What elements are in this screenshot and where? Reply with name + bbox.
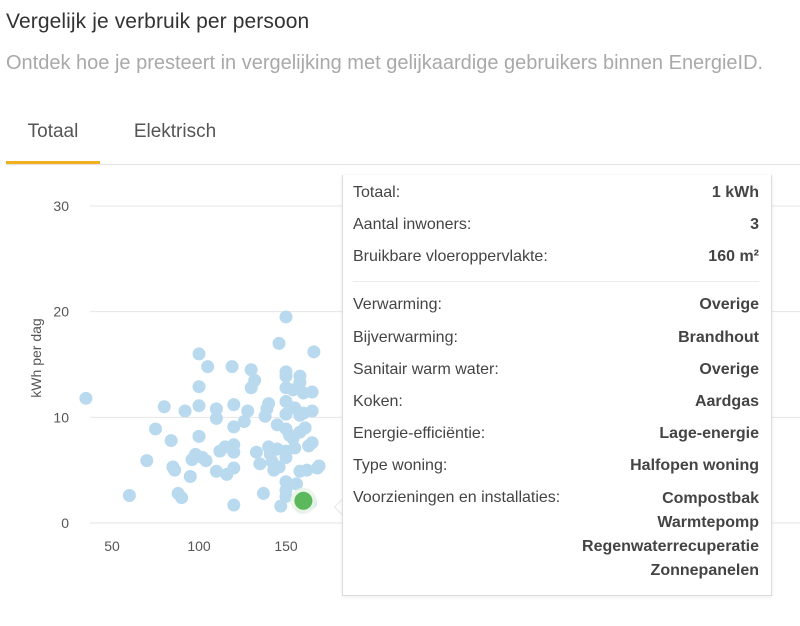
tooltip-label: Verwarming: <box>353 296 442 313</box>
peer-point[interactable] <box>209 402 223 416</box>
tooltip-value: 1 kWh <box>711 184 759 201</box>
peer-point[interactable] <box>227 445 241 459</box>
peer-point[interactable] <box>274 499 288 513</box>
data-points <box>79 307 745 514</box>
peer-point[interactable] <box>178 404 192 418</box>
x-tick-label: 50 <box>104 538 120 554</box>
peer-point[interactable] <box>298 421 312 435</box>
tooltip-label: Aantal inwoners: <box>353 216 472 233</box>
peer-point[interactable] <box>241 404 255 418</box>
tooltip-label: Voorzieningen en installaties: <box>353 489 561 506</box>
peer-point[interactable] <box>149 422 162 436</box>
data-point-tooltip: Totaal: 1 kWh Aantal inwoners: 3 Bruikba… <box>342 175 772 596</box>
tooltip-label: Type woning: <box>353 457 448 474</box>
tab-bar: Totaal Elektrisch <box>6 100 800 165</box>
tooltip-label: Totaal: <box>353 184 401 201</box>
peer-point[interactable] <box>262 397 276 411</box>
tab-elektrisch[interactable]: Elektrisch <box>133 121 217 142</box>
peer-point[interactable] <box>305 436 319 450</box>
peer-point[interactable] <box>199 454 213 468</box>
tooltip-value: Brandhout <box>678 329 759 346</box>
peer-point[interactable] <box>227 420 241 434</box>
peer-point[interactable] <box>227 398 241 412</box>
peer-point[interactable] <box>279 310 293 324</box>
scatter-chart: 0 10 20 30 50 100 150 kWh per dag <box>28 198 800 554</box>
tooltip-divider <box>353 281 759 282</box>
installation-item: Warmtepomp <box>657 514 759 531</box>
peer-point[interactable] <box>237 415 251 429</box>
peer-point[interactable] <box>183 470 197 484</box>
tooltip-label: Sanitair warm water: <box>353 361 499 378</box>
peer-point[interactable] <box>279 450 293 464</box>
peer-point[interactable] <box>307 345 321 359</box>
peer-point[interactable] <box>192 429 206 443</box>
peer-point[interactable] <box>168 463 182 477</box>
page-title: Vergelijk je verbruik per persoon <box>6 10 310 33</box>
peer-point[interactable] <box>79 391 93 405</box>
x-axis-ticks: 50 100 150 <box>104 538 298 554</box>
tooltip-value: Overige <box>699 361 759 378</box>
peer-point[interactable] <box>209 411 223 425</box>
tooltip-value-list: Compostbak Warmtepomp Regenwaterrecupera… <box>582 487 759 583</box>
tooltip-arrow <box>334 498 343 516</box>
peer-point[interactable] <box>288 441 302 455</box>
peer-point[interactable] <box>122 489 136 503</box>
peer-point[interactable] <box>253 457 267 471</box>
peer-point[interactable] <box>312 459 326 473</box>
peer-point[interactable] <box>164 434 178 448</box>
x-tick-label: 100 <box>187 538 211 554</box>
peer-point[interactable] <box>157 400 171 414</box>
peer-point[interactable] <box>272 460 286 474</box>
peer-point[interactable] <box>289 477 303 491</box>
peer-point[interactable] <box>209 464 223 478</box>
tooltip-value: Overige <box>699 296 759 313</box>
tab-totaal[interactable]: Totaal <box>6 100 100 164</box>
peer-point[interactable] <box>272 336 286 350</box>
peer-point[interactable] <box>244 363 258 377</box>
y-tick-label: 30 <box>53 198 69 214</box>
peer-point[interactable] <box>305 385 319 399</box>
tooltip-value: Lage-energie <box>659 425 759 442</box>
tooltip-label: Bijverwarming: <box>353 329 458 346</box>
peer-point[interactable] <box>305 404 319 418</box>
peer-point[interactable] <box>279 369 293 383</box>
installation-item: Compostbak <box>662 490 759 507</box>
installation-item: Regenwaterrecuperatie <box>582 538 759 555</box>
peer-point[interactable] <box>249 445 263 459</box>
peer-point[interactable] <box>192 399 206 413</box>
tooltip-value: Halfopen woning <box>630 457 759 474</box>
y-axis-label: kWh per dag <box>28 318 44 397</box>
peer-point[interactable] <box>293 375 307 389</box>
x-tick-label: 150 <box>274 538 298 554</box>
peer-point[interactable] <box>175 491 189 505</box>
peer-point[interactable] <box>201 360 215 374</box>
peer-point[interactable] <box>140 454 154 468</box>
tooltip-value: 3 <box>750 216 759 233</box>
y-tick-label: 20 <box>53 304 69 320</box>
tooltip-label: Bruikbare vloeroppervlakte: <box>353 248 548 265</box>
tooltip-value: 160 m² <box>708 248 759 265</box>
peer-point[interactable] <box>192 380 206 394</box>
y-axis-ticks: 0 10 20 30 <box>53 198 69 531</box>
y-tick-label: 10 <box>53 409 69 425</box>
peer-point[interactable] <box>227 461 241 475</box>
peer-point[interactable] <box>248 373 262 387</box>
peer-point[interactable] <box>279 490 293 504</box>
peer-point[interactable] <box>300 463 314 477</box>
installation-item: Zonnepanelen <box>650 562 759 579</box>
tooltip-value: Aardgas <box>694 393 759 410</box>
tooltip-label: Koken: <box>353 393 403 410</box>
highlighted-point[interactable] <box>294 491 313 510</box>
y-tick-label: 0 <box>61 515 69 531</box>
peer-point[interactable] <box>225 360 239 374</box>
peer-point[interactable] <box>192 347 206 361</box>
tooltip-label: Energie-efficiëntie: <box>353 425 486 442</box>
peer-point[interactable] <box>227 498 241 512</box>
peer-point[interactable] <box>256 486 270 500</box>
page-subtitle: Ontdek hoe je presteert in vergelijking … <box>6 52 764 74</box>
